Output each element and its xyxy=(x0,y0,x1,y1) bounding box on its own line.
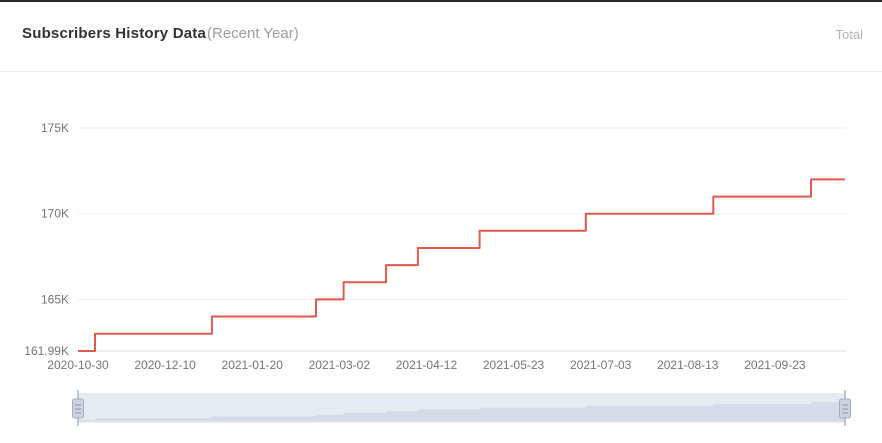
y-axis-label: 165K xyxy=(41,292,69,306)
chart-title: Subscribers History Data xyxy=(22,25,207,42)
x-axis-label: 2021-03-02 xyxy=(309,358,371,372)
legend-item-total[interactable]: Total xyxy=(835,27,863,42)
y-axis-label: 161.99K xyxy=(24,344,69,358)
chart-header: Subscribers History Data (Recent Year) T… xyxy=(0,2,882,71)
x-axis-label: 2020-12-10 xyxy=(134,358,196,372)
x-axis-label: 2021-01-20 xyxy=(222,358,284,372)
x-axis-label: 2021-09-23 xyxy=(744,358,806,372)
series-line-total xyxy=(78,178,845,352)
x-axis-label: 2021-08-13 xyxy=(657,358,719,372)
x-axis-label: 2021-05-23 xyxy=(483,358,545,372)
chart-subtitle: (Recent Year) xyxy=(207,25,299,42)
y-axis-label: 175K xyxy=(41,121,69,135)
x-axis-label: 2021-07-03 xyxy=(570,358,632,372)
x-axis-label: 2021-04-12 xyxy=(396,358,458,372)
y-axis-label: 170K xyxy=(41,207,69,221)
datazoom-shadow xyxy=(78,402,845,421)
card-top-border xyxy=(0,0,882,2)
header-divider xyxy=(0,71,882,72)
x-axis-label: 2020-10-30 xyxy=(47,358,109,372)
